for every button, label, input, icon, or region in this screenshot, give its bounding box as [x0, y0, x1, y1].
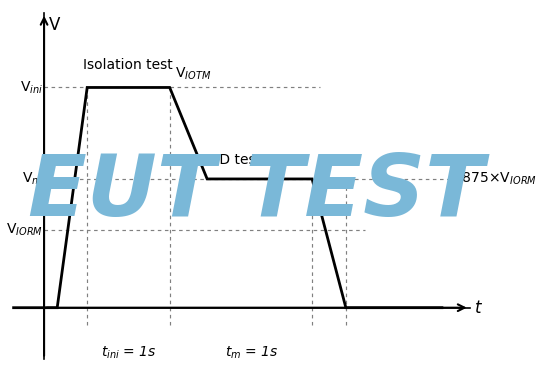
Text: EUT TEST: EUT TEST — [28, 151, 484, 234]
Text: V$_{IOTM}$: V$_{IOTM}$ — [175, 66, 212, 82]
Text: 1.875×V$_{IORM}$: 1.875×V$_{IORM}$ — [449, 171, 537, 187]
Text: Isolation test: Isolation test — [84, 58, 173, 72]
Text: V$_{m}$: V$_{m}$ — [22, 171, 43, 187]
Text: PD test: PD test — [211, 153, 261, 167]
Text: $t_{ini}$ = 1s: $t_{ini}$ = 1s — [100, 345, 156, 362]
Text: V$_{ini}$: V$_{ini}$ — [20, 79, 43, 96]
Text: $t_{m}$ = 1s: $t_{m}$ = 1s — [225, 345, 279, 362]
Text: V: V — [48, 16, 60, 34]
Text: t: t — [475, 299, 482, 317]
Text: V$_{IORM}$: V$_{IORM}$ — [6, 221, 43, 238]
